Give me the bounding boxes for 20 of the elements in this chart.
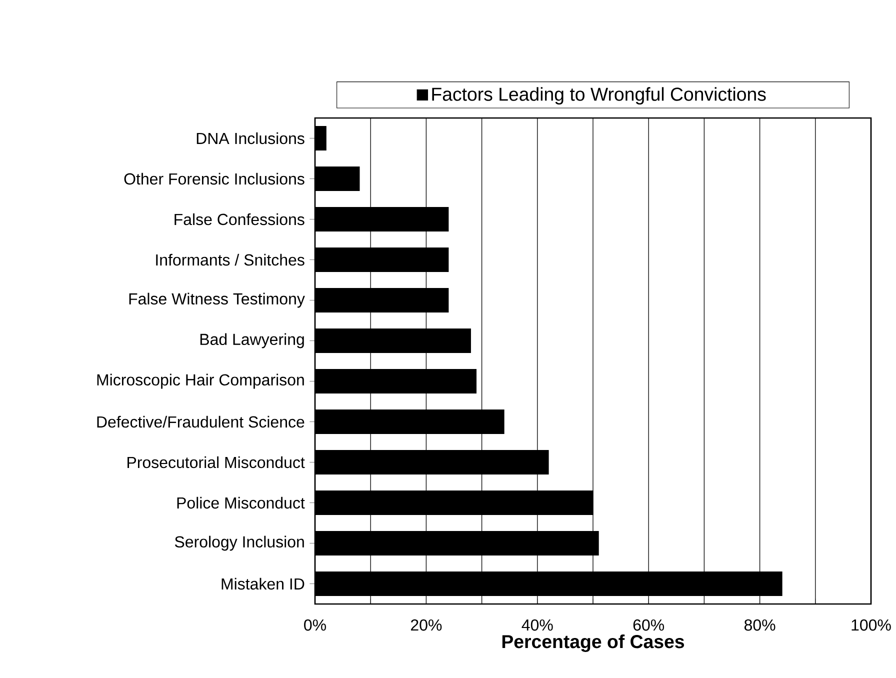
y-tick-label: Mistaken ID — [222, 578, 304, 590]
y-tick-label: Serology Inclusion — [174, 536, 304, 551]
y-tick-label: Bad Lawyering — [200, 333, 304, 348]
y-tick-label: False Confessions — [174, 213, 304, 226]
y-tick-label: Microscopic Hair Comparison — [97, 374, 304, 389]
x-tick-label: 20% — [410, 619, 442, 631]
x-tick-label: 100% — [852, 619, 891, 631]
y-tick-label: Defective/Fraudulent Science — [97, 416, 304, 428]
y-tick-label: Police Misconduct — [177, 496, 305, 509]
x-tick-label: 40% — [522, 619, 553, 631]
y-tick-label: Prosecutorial Misconduct — [128, 456, 305, 468]
y-tick-label: False Witness Testimony — [129, 292, 305, 308]
y-tick-label: DNA Inclusions — [196, 132, 304, 144]
x-tick-label: 60% — [633, 619, 664, 631]
x-tick-label: 80% — [744, 619, 776, 631]
x-tick-label: 0% — [304, 619, 326, 631]
x-axis-title: Percentage of Cases — [502, 634, 684, 652]
y-tick-label: Informants / Snitches — [156, 254, 304, 266]
legend-label: Factors Leading to Wrongful Convictions — [432, 87, 766, 105]
y-tick-label: Other Forensic Inclusions — [124, 172, 304, 185]
